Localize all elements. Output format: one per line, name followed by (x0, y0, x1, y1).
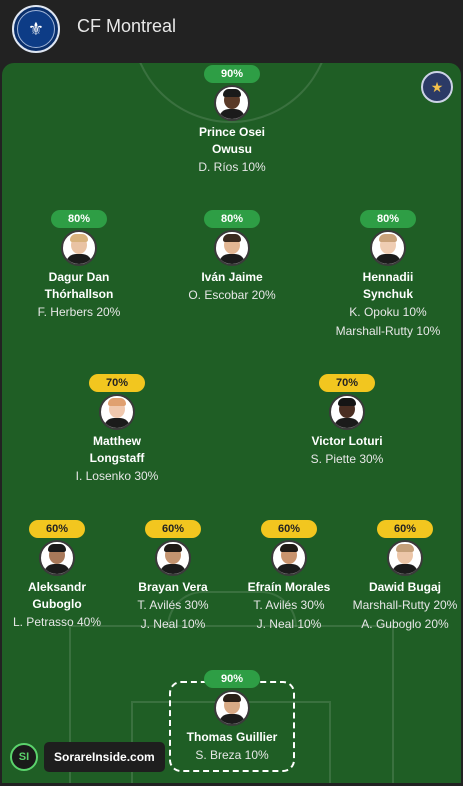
player-name: Dagur Dan Thórhallson (44, 270, 114, 301)
sorareinside-icon: SI (10, 743, 38, 771)
substitute-chance: Marshall-Rutty 20% (352, 598, 458, 612)
team-name: CF Montreal (77, 16, 177, 36)
player-card-efrain[interactable]: 60% Efraín Morales T. Avilés 30% J. Neal 10… (224, 519, 354, 634)
player-name: Efraín Morales (247, 580, 331, 594)
player-card-brayan[interactable]: 60% Brayan Vera T. Avilés 30% J. Neal 10% (108, 519, 238, 634)
rating-badge: 80% (51, 210, 107, 228)
substitute-chance: T. Avilés 30% (137, 598, 209, 612)
rating-badge: 90% (204, 65, 260, 83)
player-name: Dawid Bugaj (368, 580, 441, 594)
player-card-dawid[interactable]: 60% Dawid Bugaj Marshall-Rutty 20% A. Gubog… (340, 519, 461, 634)
rating-badge: 60% (377, 520, 433, 538)
player-card-dagur[interactable]: 80% Dagur Dan Thórhallson F. Herbers 20% (14, 209, 144, 322)
player-photo (155, 540, 191, 576)
rating-badge: 60% (29, 520, 85, 538)
team-logo: ⚜ (12, 5, 60, 53)
player-card-victor[interactable]: 70% Victor Loturi S. Piette 30% (282, 373, 412, 469)
player-photo (214, 690, 250, 726)
player-photo (39, 540, 75, 576)
sorareinside-brand[interactable]: SI SorareInside.com (10, 741, 165, 773)
substitute-chance: A. Guboglo 20% (361, 617, 449, 631)
player-photo (387, 540, 423, 576)
pitch: ★ 90% Prince Osei Owusu D. Ríos 10% 80% Dagu… (2, 63, 461, 783)
player-card-aleksandr[interactable]: 60% Aleksandr Guboglo L. Petrasso 40% (2, 519, 122, 632)
substitute-chance: I. Losenko 30% (75, 469, 159, 483)
player-photo (214, 85, 250, 121)
player-photo (271, 540, 307, 576)
player-name: Victor Loturi (311, 434, 383, 448)
rating-badge: 60% (145, 520, 201, 538)
player-name: Brayan Vera (138, 580, 208, 594)
rating-badge: 70% (319, 374, 375, 392)
substitute-chance: Marshall-Rutty 10% (335, 324, 441, 338)
rating-badge: 90% (204, 670, 260, 688)
player-name: Hennadii Synchuk (362, 270, 414, 301)
rating-badge: 60% (261, 520, 317, 538)
substitute-chance: D. Ríos 10% (198, 160, 266, 174)
player-name: Aleksandr Guboglo (27, 580, 87, 611)
fleur-de-lis-icon: ⚜ (17, 10, 55, 48)
substitute-chance: S. Piette 30% (310, 452, 384, 466)
player-card-ivan[interactable]: 80% Iván Jaime O. Escobar 20% (167, 209, 297, 305)
substitute-chance: K. Opoku 10% (349, 305, 427, 319)
app-header: ⚜ CF Montreal (0, 0, 463, 60)
player-card-hennadii[interactable]: 80% Hennadii Synchuk K. Opoku 10% Marshall-… (323, 209, 453, 341)
rating-badge: 80% (360, 210, 416, 228)
substitute-chance: J. Neal 10% (256, 617, 322, 631)
rating-badge: 80% (204, 210, 260, 228)
player-name: Thomas Guillier (186, 730, 278, 744)
rating-badge: 70% (89, 374, 145, 392)
substitute-chance: S. Breza 10% (195, 748, 269, 762)
player-photo (370, 230, 406, 266)
substitute-chance: L. Petrasso 40% (12, 615, 102, 629)
sorareinside-label: SorareInside.com (44, 742, 165, 772)
substitute-chance: J. Neal 10% (140, 617, 206, 631)
player-name: Prince Osei Owusu (198, 125, 266, 156)
player-card-osei[interactable]: 90% Prince Osei Owusu D. Ríos 10% (167, 64, 297, 177)
player-photo (214, 230, 250, 266)
player-photo (329, 394, 365, 430)
user-avatar[interactable]: ★ (421, 71, 453, 103)
player-card-matthew[interactable]: 70% Matthew Longstaff I. Losenko 30% (52, 373, 182, 486)
player-card-thomas[interactable]: 90% Thomas Guillier S. Breza 10% (167, 669, 297, 765)
player-name: Matthew Longstaff (89, 434, 145, 465)
player-photo (99, 394, 135, 430)
substitute-chance: F. Herbers 20% (37, 305, 121, 319)
player-name: Iván Jaime (201, 270, 263, 284)
player-photo (61, 230, 97, 266)
substitute-chance: T. Avilés 30% (253, 598, 325, 612)
substitute-chance: O. Escobar 20% (188, 288, 276, 302)
